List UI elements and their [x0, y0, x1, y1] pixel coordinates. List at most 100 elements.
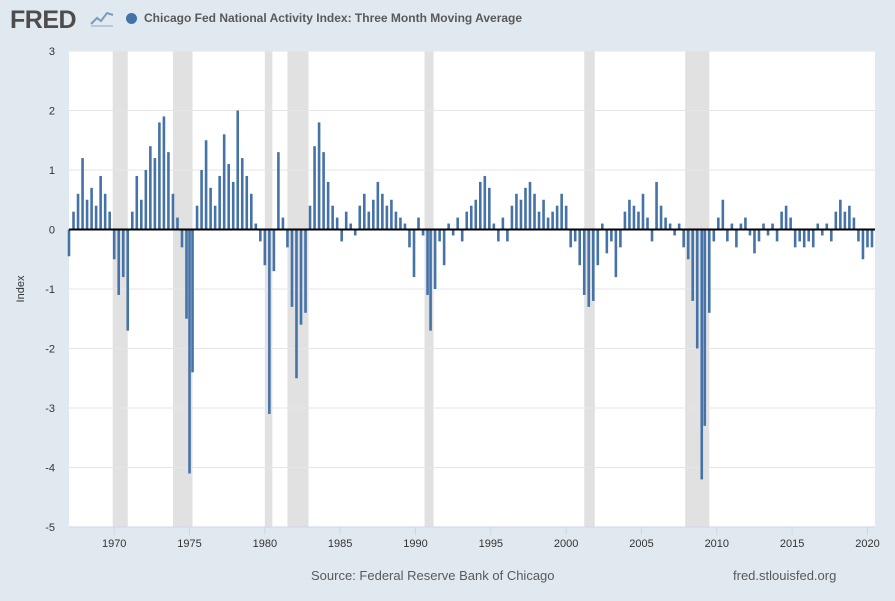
data-bar	[501, 217, 505, 230]
x-tick-label: 1975	[177, 538, 201, 550]
y-tick-label: 0	[49, 225, 55, 237]
data-bar	[700, 229, 704, 480]
site-link[interactable]: fred.stlouisfed.org	[733, 568, 837, 583]
data-bar	[130, 211, 134, 230]
data-bar	[99, 175, 102, 230]
data-bar	[492, 223, 496, 230]
x-tick-label: 1995	[479, 538, 503, 550]
data-bar	[650, 229, 654, 242]
x-tick-label: 2005	[629, 538, 653, 550]
data-bar	[76, 193, 80, 230]
data-bar	[820, 229, 824, 236]
data-bar	[695, 229, 699, 349]
data-bar	[209, 187, 212, 230]
data-bar	[344, 211, 348, 230]
x-tick-label: 2000	[554, 538, 578, 550]
data-bar	[780, 211, 783, 230]
data-bar	[762, 223, 765, 230]
data-bar	[703, 229, 707, 426]
data-bar	[852, 217, 856, 230]
data-bar	[677, 223, 681, 230]
data-bar	[176, 217, 179, 230]
x-tick-label: 1985	[328, 538, 352, 550]
y-tick-label: 2	[49, 106, 55, 118]
data-bar	[204, 140, 208, 230]
data-bar	[497, 229, 500, 242]
data-bar	[524, 187, 527, 230]
data-bar	[721, 199, 725, 230]
data-bar	[180, 229, 184, 248]
data-bar	[582, 229, 586, 295]
data-bar	[682, 229, 685, 248]
data-bar	[245, 175, 249, 230]
data-bar	[691, 229, 695, 301]
data-bar	[438, 229, 441, 242]
data-bar	[417, 217, 420, 230]
data-bar	[236, 110, 240, 230]
data-bar	[263, 229, 267, 266]
data-bar	[254, 223, 258, 230]
data-bar	[277, 152, 280, 230]
data-bar	[121, 229, 125, 278]
data-bar	[573, 229, 577, 242]
data-bar	[506, 229, 509, 242]
data-bar	[231, 181, 235, 230]
data-bar	[162, 116, 166, 230]
data-bar	[830, 229, 833, 242]
data-bar	[153, 158, 157, 230]
data-bar	[191, 229, 194, 373]
data-bar	[825, 223, 829, 230]
data-bar	[775, 229, 779, 242]
data-bar	[632, 205, 636, 230]
fred-logo[interactable]: FRED	[10, 6, 77, 34]
legend-marker	[126, 13, 137, 24]
x-tick-label: 2010	[705, 538, 729, 550]
data-bar	[313, 146, 316, 230]
data-bar	[551, 211, 554, 230]
data-bar	[717, 217, 720, 230]
data-bar	[619, 229, 622, 248]
data-bar	[281, 217, 285, 230]
data-bar	[726, 229, 729, 242]
data-bar	[367, 211, 371, 230]
data-bar	[399, 217, 402, 230]
data-bar	[451, 229, 455, 236]
data-bar	[295, 229, 298, 379]
data-bar	[426, 229, 429, 295]
data-bar	[340, 229, 343, 242]
data-bar	[403, 223, 407, 230]
data-bar	[848, 205, 851, 230]
trend-graph-icon	[90, 9, 114, 27]
data-bar	[735, 229, 738, 248]
data-bar	[614, 229, 618, 278]
data-bar	[542, 199, 545, 230]
data-bar	[117, 229, 121, 295]
data-bar	[528, 181, 532, 230]
data-bar	[766, 229, 770, 236]
data-bar	[748, 229, 752, 236]
data-bar	[144, 170, 148, 230]
data-bar	[188, 229, 191, 474]
data-bar	[793, 229, 797, 248]
data-bar	[861, 229, 865, 260]
data-bar	[537, 211, 541, 230]
data-bar	[456, 217, 459, 230]
data-bar	[272, 229, 276, 272]
x-tick-label: 1970	[102, 538, 126, 550]
data-bar	[753, 229, 756, 254]
data-bar	[171, 193, 175, 230]
data-bar	[564, 205, 568, 230]
data-bar	[623, 211, 627, 230]
x-tick-label: 2020	[855, 538, 879, 550]
data-bar	[519, 199, 523, 230]
data-bar	[322, 152, 325, 230]
data-bar	[335, 217, 339, 230]
data-bar	[839, 199, 842, 230]
data-bar	[240, 158, 244, 230]
x-tick-label: 2015	[780, 538, 804, 550]
data-bar	[637, 211, 640, 230]
data-bar	[268, 229, 271, 414]
data-bar	[362, 193, 366, 230]
legend-series-label[interactable]: Chicago Fed National Activity Index: Thr…	[144, 11, 523, 25]
data-bar	[218, 175, 221, 230]
